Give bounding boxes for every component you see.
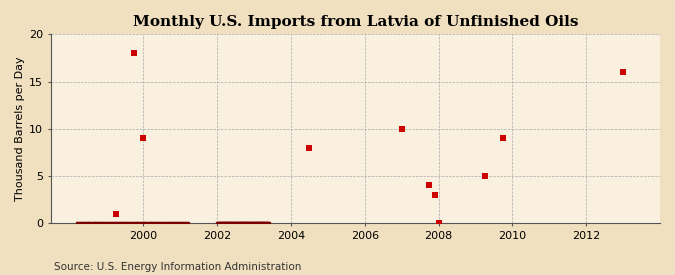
Title: Monthly U.S. Imports from Latvia of Unfinished Oils: Monthly U.S. Imports from Latvia of Unfi… — [133, 15, 578, 29]
Text: Source: U.S. Energy Information Administration: Source: U.S. Energy Information Administ… — [54, 262, 301, 272]
Y-axis label: Thousand Barrels per Day: Thousand Barrels per Day — [15, 56, 25, 201]
